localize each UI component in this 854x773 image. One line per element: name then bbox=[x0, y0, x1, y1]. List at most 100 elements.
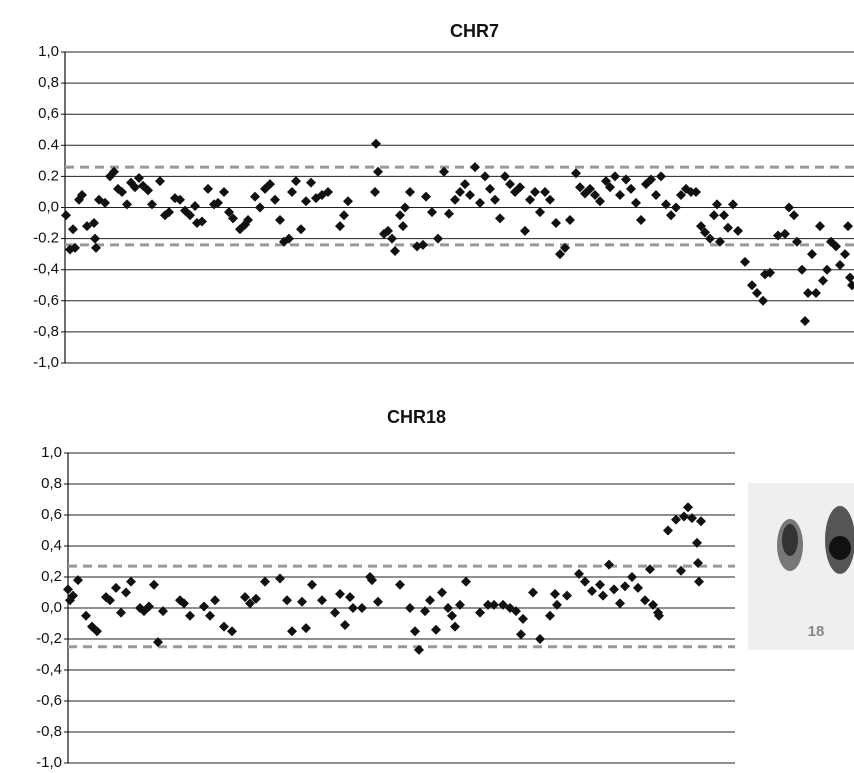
data-point bbox=[485, 183, 495, 194]
data-point bbox=[317, 595, 327, 606]
data-point bbox=[840, 249, 850, 260]
y-tick-label: -1,0 bbox=[33, 354, 59, 371]
y-tick-label: 0,8 bbox=[41, 475, 62, 492]
data-point bbox=[560, 242, 570, 253]
data-point bbox=[431, 624, 441, 635]
data-point bbox=[719, 210, 729, 221]
data-point bbox=[455, 599, 465, 610]
y-tick-label: -0,6 bbox=[33, 292, 59, 309]
data-point bbox=[291, 176, 301, 187]
data-point bbox=[733, 225, 743, 236]
data-point bbox=[528, 587, 538, 598]
data-point bbox=[425, 595, 435, 606]
y-tick-label: 1,0 bbox=[38, 43, 59, 60]
data-point bbox=[505, 179, 515, 190]
data-point bbox=[489, 599, 499, 610]
data-point bbox=[370, 186, 380, 197]
data-point bbox=[676, 565, 686, 576]
data-point bbox=[552, 599, 562, 610]
data-point bbox=[598, 590, 608, 601]
data-point bbox=[709, 210, 719, 221]
data-point bbox=[671, 202, 681, 213]
y-tick-label: 0.4 bbox=[38, 136, 59, 153]
data-point bbox=[444, 208, 454, 219]
data-point bbox=[712, 199, 722, 210]
data-point bbox=[551, 218, 561, 229]
data-point bbox=[555, 249, 565, 260]
data-point bbox=[843, 221, 853, 232]
data-point bbox=[811, 288, 821, 299]
chromosome-label: 18 bbox=[808, 623, 825, 640]
data-point bbox=[800, 316, 810, 327]
data-point bbox=[89, 218, 99, 229]
data-point bbox=[693, 558, 703, 569]
data-point bbox=[807, 249, 817, 260]
data-point bbox=[251, 593, 261, 604]
data-point bbox=[728, 199, 738, 210]
data-point bbox=[465, 190, 475, 201]
data-point bbox=[199, 601, 209, 612]
data-point bbox=[666, 210, 676, 221]
y-tick-label: 0,0 bbox=[41, 599, 62, 616]
data-point bbox=[284, 233, 294, 244]
data-point bbox=[654, 610, 664, 621]
data-point bbox=[219, 186, 229, 197]
data-point bbox=[500, 171, 510, 182]
data-point bbox=[91, 242, 101, 253]
data-point bbox=[420, 606, 430, 617]
chromosome-band bbox=[829, 536, 851, 560]
y-tick-label: -0,4 bbox=[33, 261, 59, 278]
data-point bbox=[149, 579, 159, 590]
data-point bbox=[296, 224, 306, 235]
data-point bbox=[585, 183, 595, 194]
y-tick-label: 0,0 bbox=[38, 198, 59, 215]
data-point bbox=[245, 598, 255, 609]
data-point bbox=[651, 190, 661, 201]
data-point bbox=[550, 589, 560, 600]
data-point bbox=[475, 197, 485, 208]
data-point bbox=[340, 620, 350, 631]
data-point bbox=[595, 196, 605, 207]
data-point bbox=[450, 194, 460, 205]
data-point bbox=[109, 166, 119, 177]
data-point bbox=[656, 171, 666, 182]
data-point bbox=[414, 644, 424, 655]
data-point bbox=[498, 599, 508, 610]
data-point bbox=[330, 607, 340, 618]
data-point bbox=[228, 213, 238, 224]
y-tick-label: 1,0 bbox=[41, 444, 62, 461]
data-point bbox=[348, 603, 358, 613]
data-point bbox=[648, 599, 658, 610]
data-point bbox=[301, 623, 311, 634]
data-point bbox=[81, 610, 91, 621]
y-tick-label: -0,8 bbox=[33, 323, 59, 340]
data-point bbox=[575, 182, 585, 193]
data-point bbox=[175, 194, 185, 205]
data-point bbox=[845, 272, 854, 283]
data-point bbox=[240, 592, 250, 603]
data-point bbox=[847, 280, 854, 291]
data-point bbox=[82, 221, 92, 232]
data-point bbox=[395, 210, 405, 221]
data-point bbox=[784, 202, 794, 213]
data-point bbox=[421, 191, 431, 202]
data-point bbox=[68, 224, 78, 235]
data-point bbox=[715, 236, 725, 247]
y-tick-label: 0.2 bbox=[38, 167, 59, 184]
data-point bbox=[822, 264, 832, 275]
data-point bbox=[815, 221, 825, 232]
data-point bbox=[158, 606, 168, 617]
data-point bbox=[740, 256, 750, 267]
data-point bbox=[490, 194, 500, 205]
data-point bbox=[518, 613, 528, 624]
data-point bbox=[371, 138, 381, 149]
data-point bbox=[620, 581, 630, 592]
data-point bbox=[831, 241, 841, 252]
data-point bbox=[439, 166, 449, 177]
data-point bbox=[580, 576, 590, 587]
data-point bbox=[275, 214, 285, 225]
data-point bbox=[450, 621, 460, 632]
data-point bbox=[219, 621, 229, 632]
data-point bbox=[752, 288, 762, 299]
